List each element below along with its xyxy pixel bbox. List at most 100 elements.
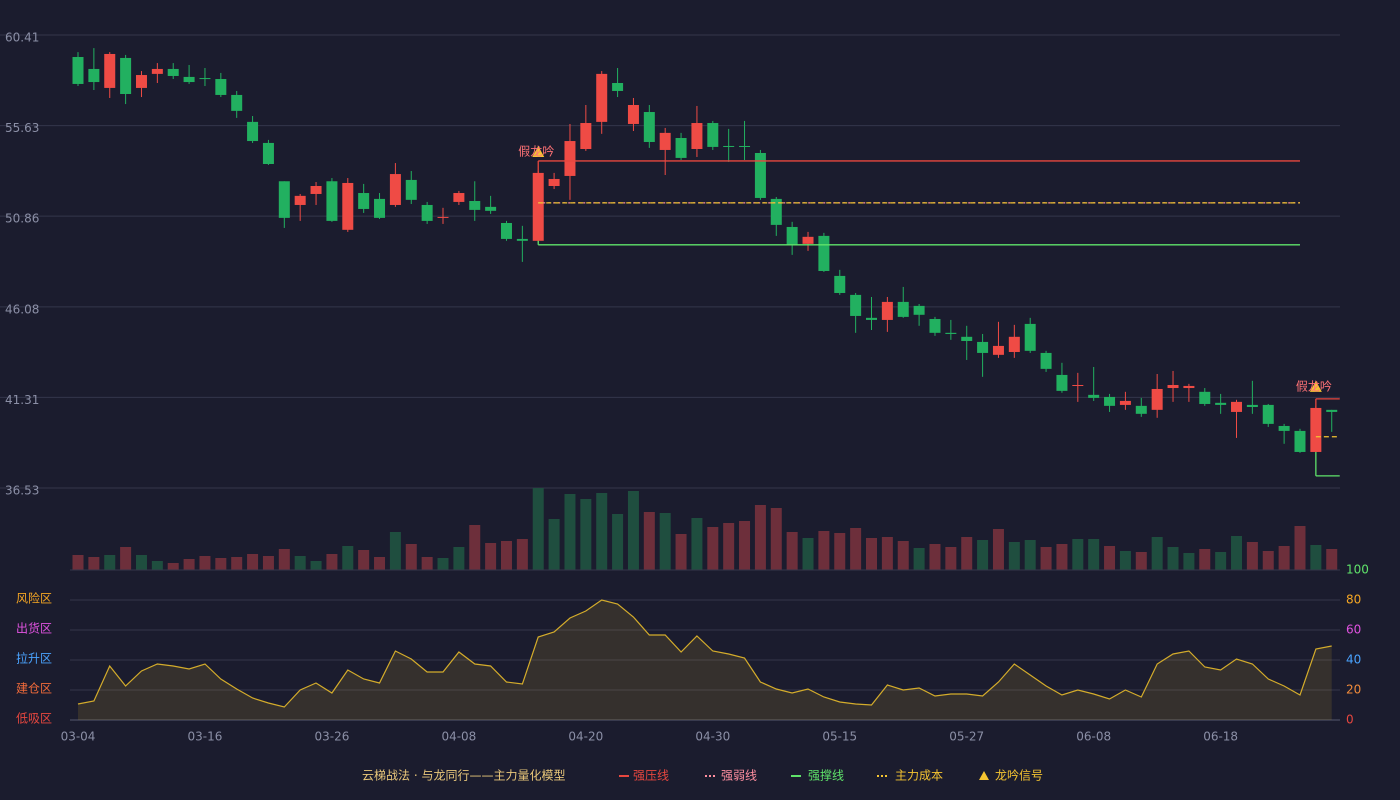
x-tick-label: 06-08 (1076, 730, 1111, 744)
volume-bar (199, 556, 211, 570)
volume-bar (278, 549, 290, 570)
x-tick-label: 04-08 (441, 730, 476, 744)
volume-bar (294, 556, 306, 570)
volume-bar (1215, 552, 1227, 570)
candle-body (770, 198, 782, 225)
volume-bar (770, 508, 782, 570)
candle-body (548, 178, 560, 186)
volume-bar (834, 533, 846, 570)
volume-bar (627, 491, 639, 570)
zone-label: 风险区 (16, 591, 52, 606)
candle-body (1135, 405, 1147, 414)
y-tick-label: 80 (1346, 593, 1361, 607)
x-tick-label: 03-04 (61, 730, 96, 744)
candle-body (881, 301, 893, 320)
x-tick-label: 05-27 (949, 730, 984, 744)
candle-body (850, 294, 862, 316)
candle-body (405, 179, 417, 200)
candle-body (913, 305, 925, 315)
candle-body (358, 193, 370, 209)
candle-body (389, 174, 401, 205)
candle-body (897, 301, 909, 317)
legend-label: 主力成本 (895, 769, 943, 783)
x-tick-label: 05-15 (822, 730, 857, 744)
volume-bar (1167, 547, 1179, 570)
candle-body (135, 75, 147, 88)
volume-bar (961, 537, 973, 570)
volume-bar (1056, 544, 1068, 570)
candle-body (977, 341, 989, 353)
candle-body (1119, 400, 1131, 405)
volume-bar (135, 555, 147, 570)
y-tick-label: 40 (1346, 653, 1361, 667)
candle-body (453, 193, 465, 202)
candle-body (786, 226, 798, 245)
volume-bar (1119, 551, 1131, 570)
candle-body (834, 275, 846, 293)
y-tick-label: 20 (1346, 683, 1361, 697)
volume-bar (1310, 545, 1322, 570)
candle-body (580, 123, 592, 150)
candle-body (1183, 385, 1195, 389)
y-tick-label: 0 (1346, 713, 1354, 727)
volume-bar (374, 557, 386, 570)
volume-bar (120, 547, 132, 570)
candle-body (485, 206, 497, 211)
volume-bar (548, 519, 560, 570)
volume-bar (659, 513, 671, 570)
candle-body (723, 145, 735, 147)
zone-label: 低吸区 (16, 712, 52, 726)
candle-body (151, 68, 163, 74)
volume-bar (913, 548, 925, 570)
candle-body (1167, 384, 1179, 389)
candle-body (643, 112, 655, 142)
volume-bar (532, 488, 544, 570)
candle-body (421, 204, 433, 221)
volume-bar (421, 557, 433, 570)
volume-bar (1024, 540, 1036, 570)
candle-body (374, 198, 386, 218)
candle-body (818, 235, 830, 271)
candle-body (596, 73, 608, 122)
candle-body (929, 318, 941, 333)
candle-body (1310, 407, 1322, 452)
candle-body (294, 195, 306, 205)
legend-label: 龙吟信号 (995, 768, 1043, 783)
y-tick-label: 60.41 (5, 31, 39, 45)
zone-label: 建仓区 (16, 682, 52, 696)
candle-body (1199, 391, 1211, 404)
volume-bar (850, 528, 862, 570)
candle-body (1278, 425, 1290, 431)
x-tick-label: 04-30 (695, 730, 730, 744)
candle-body (1008, 336, 1020, 352)
signal-label: 假龙吟 (1296, 378, 1332, 393)
candle-body (72, 57, 84, 84)
candle-body (516, 238, 528, 241)
volume-bar (739, 521, 751, 570)
volume-bar (1278, 546, 1290, 570)
x-tick-label: 03-26 (314, 730, 349, 744)
candle-body (564, 141, 576, 176)
candle-body (675, 138, 687, 158)
volume-bar (643, 512, 655, 570)
candle-body (215, 79, 227, 95)
volume-bar (929, 544, 941, 570)
volume-bar (247, 554, 259, 570)
candle-body (326, 181, 338, 221)
candle-body (532, 172, 544, 241)
volume-bar (437, 558, 449, 570)
y-tick-label: 36.53 (5, 484, 39, 498)
volume-bar (1008, 542, 1020, 570)
legend-label: 强撑线 (808, 768, 844, 783)
volume-bar (151, 561, 163, 570)
zone-label: 出货区 (16, 621, 52, 636)
volume-bar (675, 534, 687, 570)
volume-bar (992, 529, 1004, 570)
candle-body (1294, 430, 1306, 452)
candle-body (691, 123, 703, 150)
y-tick-label: 100 (1346, 563, 1369, 577)
candle-body (88, 68, 100, 83)
y-tick-label: 41.31 (5, 393, 39, 407)
volume-bar (310, 561, 322, 570)
volume-bar (707, 527, 719, 570)
